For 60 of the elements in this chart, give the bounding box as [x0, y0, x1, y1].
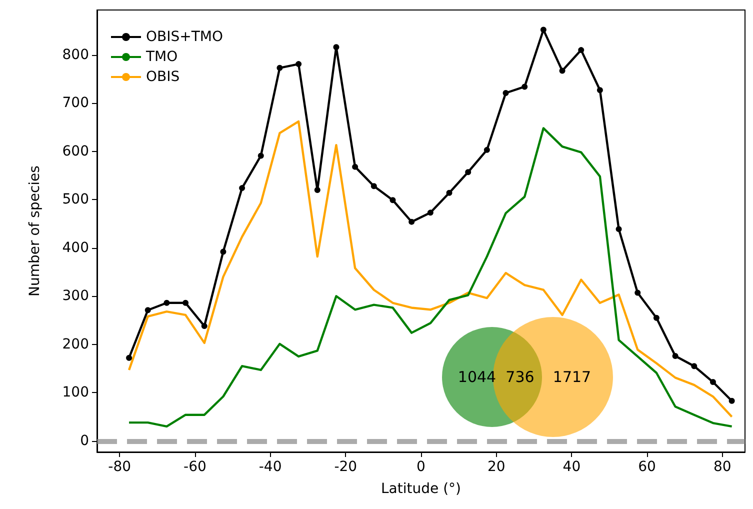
point [276, 64, 283, 71]
point [296, 61, 302, 68]
point [596, 87, 603, 94]
x-axis-title: Latitude (°) [381, 481, 461, 497]
point [333, 44, 340, 50]
point [522, 84, 528, 90]
point [352, 164, 358, 170]
point [182, 300, 189, 306]
point [314, 186, 320, 193]
legend-label: TMO [145, 49, 178, 65]
point [144, 307, 151, 314]
y-tick-label: 100 [62, 384, 89, 401]
point [578, 47, 584, 54]
point [239, 185, 246, 192]
x-tick-label: -20 [334, 459, 358, 475]
point [559, 68, 566, 74]
point [465, 169, 472, 176]
y-tick-label: 800 [62, 46, 89, 63]
annotation: 1717 [552, 368, 592, 386]
point [616, 226, 622, 232]
point [408, 218, 415, 225]
x-tick-label: 80 [713, 459, 732, 475]
point [710, 379, 716, 386]
x-tick-label: 20 [487, 459, 506, 475]
venn-diagram: 1044 736 1717 [442, 317, 613, 438]
y-tick-label: 500 [62, 192, 89, 208]
point [258, 152, 264, 159]
x-tick-label: 0 [416, 459, 426, 475]
point [201, 323, 208, 330]
x-tick-label: 40 [562, 459, 581, 475]
point [653, 314, 660, 321]
y-tick-label: 0 [80, 432, 89, 449]
point [370, 183, 377, 190]
annotation: 1044 [458, 368, 496, 386]
point [540, 26, 546, 33]
point [691, 363, 698, 370]
y-tick-label: 700 [62, 95, 89, 112]
point [672, 352, 678, 359]
x-tick-label: -80 [108, 459, 132, 475]
x-tick-label: 60 [638, 459, 656, 475]
point [728, 398, 735, 404]
point [484, 146, 490, 153]
point [126, 354, 132, 361]
point [164, 300, 170, 306]
legend-label: OBIS [146, 69, 180, 85]
legend-label: OBIS+TMO [146, 29, 224, 45]
point [390, 197, 396, 204]
y-tick-label: 200 [62, 336, 89, 352]
point [446, 190, 452, 196]
y-axis-title: Number of species [27, 166, 43, 296]
point [634, 290, 641, 296]
point [220, 248, 226, 255]
point [427, 210, 434, 216]
y-tick-label: 600 [62, 143, 89, 160]
annotation: 736 [506, 368, 534, 386]
point [502, 90, 509, 96]
y-tick-label: 400 [62, 240, 89, 256]
y-tick-label: 300 [62, 288, 89, 304]
x-tick-label: -40 [258, 459, 282, 475]
x-tick-label: -60 [184, 459, 206, 475]
